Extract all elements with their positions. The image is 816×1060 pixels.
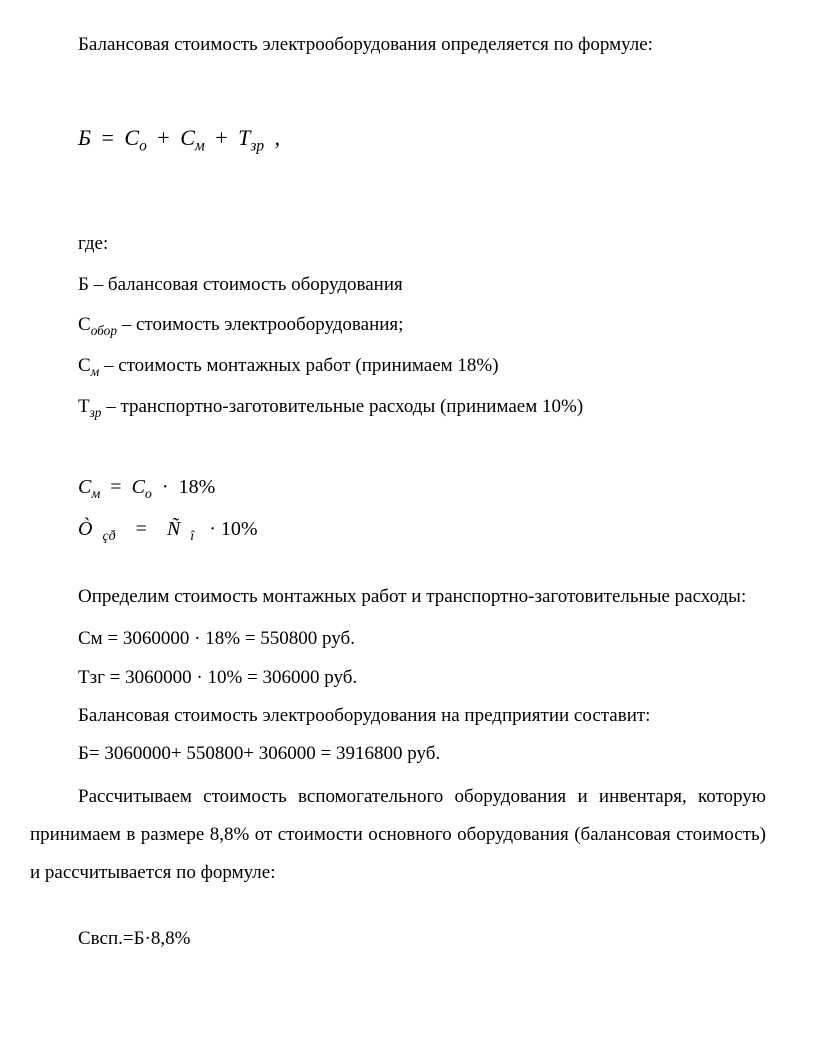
def-b: Б – балансовая стоимость оборудования <box>78 270 766 300</box>
balance-intro: Балансовая стоимость электрооборудования… <box>78 701 766 731</box>
formula-tzr: Ò çð = Ñ î · 10% <box>78 513 766 548</box>
calc-intro: Определим стоимость монтажных работ и тр… <box>30 578 766 616</box>
balance-calc: Б= 3060000+ 550800+ 306000 = 3916800 руб… <box>78 739 766 769</box>
calc-cm: См = 3060000 · 18% = 550800 руб. <box>78 624 766 654</box>
where-label: где: <box>78 229 766 259</box>
formula-balance: Б = Со + См + Тзр , <box>78 120 766 159</box>
def-cm: См – стоимость монтажных работ (принимае… <box>78 351 766 382</box>
def-cobor: Собор – стоимость электрооборудования; <box>78 310 766 341</box>
aux-formula: Свсп.=Б·8,8% <box>78 924 766 954</box>
calc-tzg: Тзг = 3060000 · 10% = 306000 руб. <box>78 663 766 693</box>
formula-cm: См = Со · 18% <box>78 471 766 506</box>
aux-text: Рассчитываем стоимость вспомогательного … <box>30 778 766 892</box>
intro-paragraph: Балансовая стоимость электрооборудования… <box>30 30 766 60</box>
def-tzr: Тзр – транспортно-заготовительные расход… <box>78 392 766 423</box>
